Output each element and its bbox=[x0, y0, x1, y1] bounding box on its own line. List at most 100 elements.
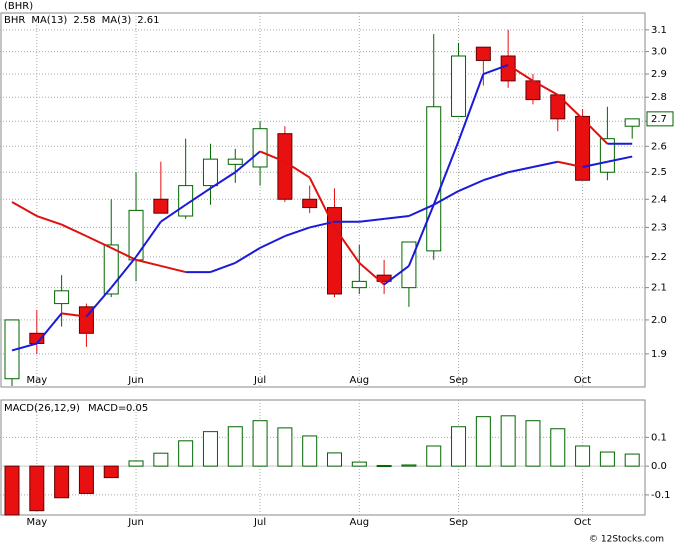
last-price-box bbox=[646, 111, 674, 127]
x-tick-label: Jun bbox=[127, 517, 144, 528]
ma-line bbox=[160, 264, 186, 274]
x-tick-label: May bbox=[26, 375, 47, 386]
candle-body bbox=[128, 209, 144, 261]
bar bbox=[78, 465, 94, 494]
bar bbox=[525, 420, 541, 467]
candle-body bbox=[327, 207, 342, 295]
chart-title: (BHR) bbox=[4, 1, 33, 12]
x-tick-label: Jul bbox=[253, 517, 266, 528]
ma-line bbox=[185, 187, 212, 206]
bar bbox=[451, 426, 467, 467]
bar bbox=[401, 464, 417, 467]
footer: © 12Stocks.com bbox=[589, 535, 664, 545]
ma-line bbox=[36, 215, 62, 226]
legend-title: MACD(26,12,9) bbox=[4, 403, 80, 414]
y-tick-label: 1.9 bbox=[651, 349, 667, 360]
x-tick-label: Oct bbox=[574, 517, 591, 528]
legend-value: 2.58 bbox=[73, 15, 95, 26]
bar bbox=[302, 435, 318, 467]
candle-body bbox=[202, 158, 218, 187]
candle-body bbox=[426, 106, 442, 252]
y-tick-label: 2.9 bbox=[651, 69, 667, 80]
legend-name: MACD bbox=[88, 403, 118, 414]
y-tick-label: 2.8 bbox=[651, 92, 667, 103]
bar bbox=[103, 465, 119, 479]
y-tick-label: 2.0 bbox=[651, 315, 667, 326]
ma-line bbox=[309, 220, 335, 229]
ma-line bbox=[581, 118, 609, 145]
bar bbox=[202, 431, 218, 467]
ma-line bbox=[532, 80, 559, 96]
y-tick-label: 2.3 bbox=[651, 222, 667, 233]
price-panel bbox=[0, 12, 646, 388]
x-tick-label: Oct bbox=[574, 375, 591, 386]
candle-body bbox=[351, 280, 367, 289]
ma-line bbox=[333, 226, 361, 264]
x-tick-label: Jul bbox=[253, 375, 266, 386]
ma-line bbox=[259, 235, 286, 249]
y-tick-label: 2.6 bbox=[651, 141, 667, 152]
y-tick-label: 2.4 bbox=[651, 194, 667, 205]
bar bbox=[178, 440, 194, 467]
ma-line bbox=[432, 140, 460, 206]
x-tick-label: May bbox=[26, 517, 47, 528]
bar bbox=[599, 451, 615, 467]
bar bbox=[500, 415, 516, 467]
candle-body bbox=[252, 128, 268, 168]
ma-line bbox=[507, 165, 534, 174]
ma-line bbox=[61, 223, 87, 238]
x-tick-label: Jun bbox=[127, 375, 144, 386]
bar bbox=[575, 445, 591, 467]
candle-body bbox=[302, 198, 318, 209]
candle-body bbox=[575, 115, 591, 181]
y-tick-label: 2.2 bbox=[651, 252, 667, 263]
y-tick-label: -0.1 bbox=[651, 490, 671, 501]
bar bbox=[351, 461, 367, 467]
ma-line bbox=[384, 215, 410, 220]
ma-line bbox=[507, 64, 534, 82]
y-tick-label: 0.0 bbox=[651, 461, 667, 472]
ma-line bbox=[582, 160, 608, 168]
ma-line bbox=[557, 160, 583, 168]
ma-line bbox=[308, 177, 336, 228]
ma-line bbox=[607, 155, 633, 163]
bar bbox=[426, 445, 442, 467]
bar bbox=[376, 465, 392, 468]
candle-body bbox=[277, 133, 293, 200]
ma-line bbox=[234, 247, 261, 264]
bar bbox=[327, 452, 342, 467]
ma-line bbox=[135, 221, 162, 258]
ma-line bbox=[557, 94, 584, 120]
last-price-label: 2.7 bbox=[651, 114, 667, 125]
x-tick-label: Aug bbox=[350, 375, 370, 386]
legend-value: 2.61 bbox=[137, 15, 159, 26]
ma-line bbox=[110, 246, 137, 261]
y-tick-label: 3.0 bbox=[651, 47, 667, 58]
legend-name: MA(13) bbox=[31, 15, 67, 26]
ma-line bbox=[457, 73, 485, 142]
x-tick-label: Aug bbox=[350, 517, 370, 528]
ma-line bbox=[259, 150, 286, 163]
ma-line bbox=[85, 286, 112, 318]
ma-line bbox=[11, 201, 38, 217]
ma-line bbox=[359, 217, 385, 223]
ma-line bbox=[407, 204, 435, 267]
candle-body bbox=[227, 158, 243, 165]
ma-line bbox=[358, 262, 385, 286]
ma-line bbox=[483, 171, 509, 182]
bar bbox=[128, 460, 144, 467]
ma-line bbox=[383, 265, 410, 286]
ma-line bbox=[160, 203, 187, 223]
ma-line bbox=[85, 235, 112, 249]
x-tick-label: Sep bbox=[449, 517, 468, 528]
bar bbox=[153, 452, 169, 467]
legend-value: 0.05 bbox=[126, 403, 148, 414]
bar bbox=[252, 420, 268, 467]
ma-line bbox=[433, 190, 460, 206]
bar bbox=[277, 427, 293, 467]
ma-line bbox=[483, 63, 509, 75]
legend-symbol: BHR bbox=[4, 15, 25, 26]
ma-line bbox=[135, 258, 162, 267]
ma-line bbox=[209, 171, 236, 190]
